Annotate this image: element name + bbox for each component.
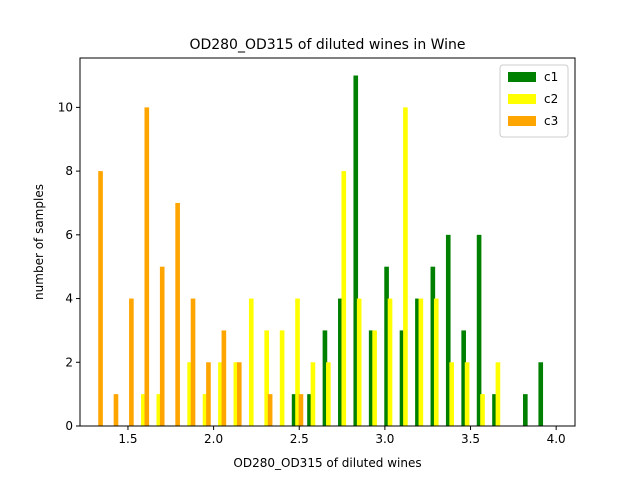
bar-c3-10 xyxy=(267,394,273,426)
y-tick-label: 10 xyxy=(58,100,73,114)
legend-swatch-c1 xyxy=(508,72,536,82)
bar-c3-6 xyxy=(190,298,196,426)
bar-c3-9 xyxy=(236,362,242,426)
bar-c2-4 xyxy=(218,362,223,426)
y-axis-label: number of samples xyxy=(32,184,46,300)
legend-label-c2: c2 xyxy=(544,92,558,106)
y-axis-ticks: 0 2 4 6 8 10 xyxy=(58,100,80,433)
bar-c2-9 xyxy=(295,298,300,426)
chart-title: OD280_OD315 of diluted wines in Wine xyxy=(189,37,465,53)
bar-c2-1 xyxy=(156,394,162,426)
legend-label-c3: c3 xyxy=(544,114,558,128)
bar-c1-9 xyxy=(430,266,436,426)
x-tick-label: 2.0 xyxy=(204,432,223,446)
bar-c2-5 xyxy=(233,362,239,426)
y-tick-label: 0 xyxy=(65,419,73,433)
bar-c2-11 xyxy=(326,362,331,426)
bar-c3-7 xyxy=(206,362,211,426)
legend-label-c1: c1 xyxy=(544,70,558,84)
bar-c3-4 xyxy=(159,266,165,426)
bar-c3-2 xyxy=(129,298,134,426)
y-tick-label: 4 xyxy=(65,292,73,306)
bar-c1-10 xyxy=(445,234,451,426)
bar-c1-3 xyxy=(338,298,343,426)
bar-c2-2 xyxy=(187,362,192,426)
bar-c2-19 xyxy=(449,362,454,426)
bar-c2-3 xyxy=(202,394,208,426)
bar-c2-6 xyxy=(248,298,254,426)
bar-c2-21 xyxy=(480,394,485,426)
bar-c1-8 xyxy=(415,298,420,426)
bar-c2-20 xyxy=(464,362,470,426)
bar-c1-15 xyxy=(538,362,544,426)
x-tick-label: 3.0 xyxy=(375,432,394,446)
bar-c2-22 xyxy=(495,362,501,426)
bar-c1-2 xyxy=(322,330,328,426)
bar-c1-5 xyxy=(368,330,374,426)
bar-c3-1 xyxy=(113,394,119,426)
bar-c2-13 xyxy=(356,298,362,426)
bar-c2-7 xyxy=(264,330,269,426)
plot-frame xyxy=(79,57,576,427)
bar-c3-0 xyxy=(98,171,103,426)
bar-c1-11 xyxy=(461,330,466,426)
legend-swatch-c2 xyxy=(508,94,536,104)
y-tick-label: 8 xyxy=(65,164,73,178)
bar-c2-18 xyxy=(433,298,439,426)
bar-c2-14 xyxy=(372,330,377,426)
bar-c2-17 xyxy=(418,298,424,426)
legend-swatch-c3 xyxy=(508,116,536,126)
x-axis-label: OD280_OD315 of diluted wines xyxy=(233,456,421,470)
bar-c2-12 xyxy=(341,171,347,426)
y-tick-label: 2 xyxy=(65,355,73,369)
bar-c3-8 xyxy=(221,330,227,426)
bar-c2-0 xyxy=(141,394,146,426)
bar-c3-11 xyxy=(298,394,304,426)
bar-c1-1 xyxy=(307,394,312,426)
bar-c1-7 xyxy=(399,330,405,426)
x-tick-label: 1.5 xyxy=(118,432,137,446)
bar-c1-13 xyxy=(492,394,497,426)
bar-c1-12 xyxy=(476,234,482,426)
y-tick-label: 6 xyxy=(65,228,73,242)
legend: c1 c2 c3 xyxy=(499,64,569,138)
bar-c1-14 xyxy=(523,394,528,426)
bar-c3-3 xyxy=(144,107,150,426)
x-tick-label: 2.5 xyxy=(290,432,309,446)
bar-c1-4 xyxy=(353,75,359,427)
x-axis-ticks: 1.5 2.0 2.5 3.0 3.5 4.0 xyxy=(118,426,566,446)
bar-c2-15 xyxy=(387,298,393,426)
bars-layer xyxy=(98,75,544,427)
bar-c2-8 xyxy=(279,330,285,426)
bar-c2-10 xyxy=(310,362,316,426)
bar-c1-6 xyxy=(384,266,389,426)
bar-c3-5 xyxy=(175,202,180,426)
bar-c2-16 xyxy=(403,107,408,426)
x-tick-label: 4.0 xyxy=(547,432,566,446)
bar-c1-0 xyxy=(291,394,297,426)
x-tick-label: 3.5 xyxy=(461,432,480,446)
